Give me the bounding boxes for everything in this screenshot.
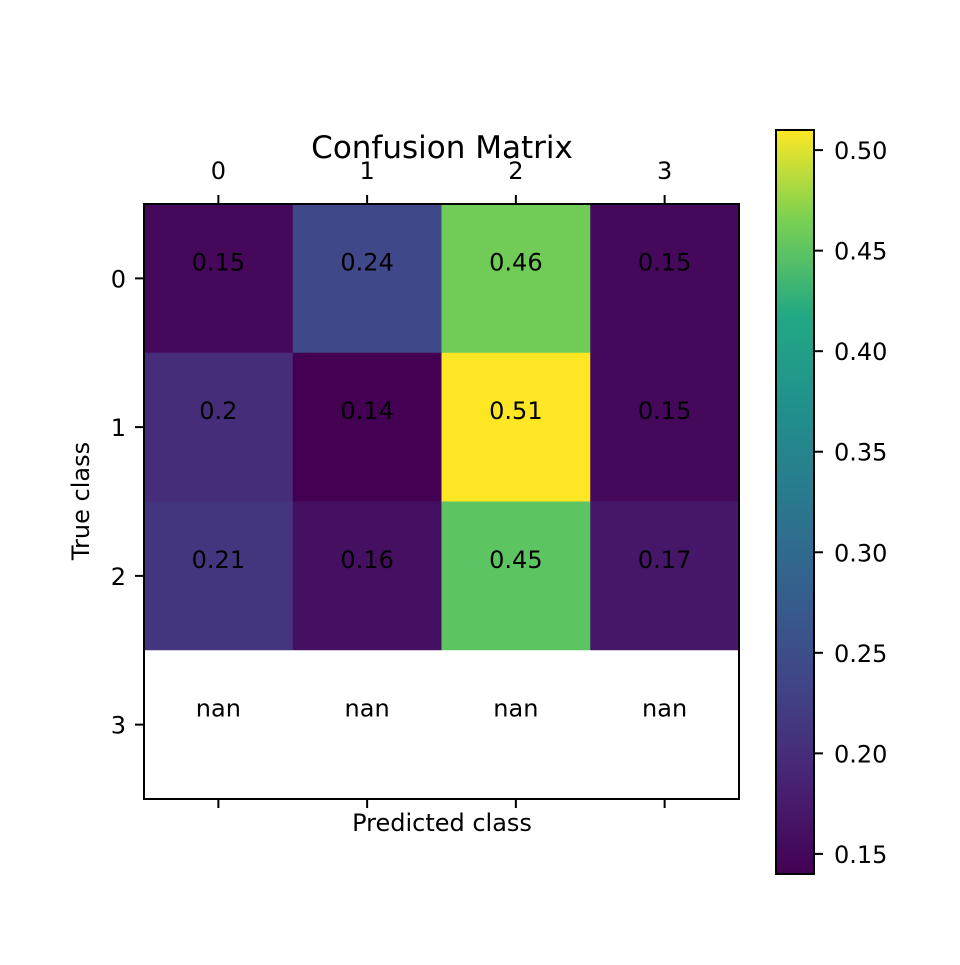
x-tick-label: 2 bbox=[508, 157, 523, 185]
plot-frame bbox=[143, 203, 740, 800]
heatmap-cell bbox=[441, 352, 591, 502]
heatmap-cell bbox=[144, 650, 294, 800]
x-axis-ticks: 0 1 2 3 bbox=[211, 157, 672, 808]
heatmap-cell bbox=[590, 650, 740, 800]
y-tick-label: 0 bbox=[111, 265, 126, 293]
cell-value-label: 0.21 bbox=[192, 546, 245, 574]
heatmap-cell bbox=[590, 352, 740, 502]
heatmap-cell bbox=[441, 650, 591, 800]
colorbar-tick-label: 0.15 bbox=[834, 841, 887, 869]
colorbar-tick-label: 0.50 bbox=[834, 137, 887, 165]
heatmap-cell bbox=[144, 501, 294, 651]
heatmap-cells bbox=[144, 204, 740, 800]
colorbar-gradient bbox=[776, 130, 814, 874]
colorbar-tick-label: 0.30 bbox=[834, 539, 887, 567]
cell-value-label: nan bbox=[345, 695, 390, 723]
x-axis-label: Predicted class bbox=[352, 809, 532, 837]
heatmap-cell bbox=[590, 501, 740, 651]
heatmap-cell bbox=[292, 352, 442, 502]
x-tick-label: 3 bbox=[657, 157, 672, 185]
colorbar-tick-label: 0.25 bbox=[834, 640, 887, 668]
y-tick-label: 1 bbox=[111, 414, 126, 442]
heatmap-cell bbox=[441, 204, 591, 354]
colorbar-tick-label: 0.40 bbox=[834, 338, 887, 366]
y-tick-label: 2 bbox=[111, 563, 126, 591]
cell-value-label: nan bbox=[493, 695, 538, 723]
heatmap-cell-labels: 0.15 0.24 0.46 0.15 0.2 0.14 0.51 0.15 0.21 0.16 0… bbox=[192, 248, 692, 722]
colorbar-ticks: 0.15 0.20 0.25 0.30 0.35 0.40 0.45 0.50 bbox=[814, 137, 887, 869]
heatmap-cell bbox=[292, 501, 442, 651]
colorbar-tick-label: 0.35 bbox=[834, 439, 887, 467]
chart-title: Confusion Matrix bbox=[311, 130, 573, 166]
cell-value-label: 0.2 bbox=[199, 397, 237, 425]
colorbar-frame bbox=[775, 129, 815, 875]
cell-value-label: 0.45 bbox=[489, 546, 542, 574]
cell-value-label: 0.15 bbox=[638, 397, 691, 425]
y-tick-label: 3 bbox=[111, 712, 126, 740]
colorbar: 0.15 0.20 0.25 0.30 0.35 0.40 0.45 0.50 bbox=[775, 129, 887, 875]
cell-value-label: 0.46 bbox=[489, 248, 542, 276]
colorbar-tick-label: 0.20 bbox=[834, 740, 887, 768]
cell-value-label: nan bbox=[642, 695, 687, 723]
heatmap-cell bbox=[441, 501, 591, 651]
cell-value-label: 0.51 bbox=[489, 397, 542, 425]
cell-value-label: 0.15 bbox=[192, 248, 245, 276]
x-tick-label: 0 bbox=[211, 157, 226, 185]
cell-value-label: 0.17 bbox=[638, 546, 691, 574]
cell-value-label: nan bbox=[196, 695, 241, 723]
heatmap-cell bbox=[144, 204, 294, 354]
x-tick-label: 1 bbox=[359, 157, 374, 185]
y-axis-label: True class bbox=[67, 442, 95, 561]
y-axis-ticks: 0 1 2 3 bbox=[111, 265, 144, 740]
heatmap-cell bbox=[292, 204, 442, 354]
cell-value-label: 0.15 bbox=[638, 248, 691, 276]
heatmap-cell bbox=[292, 650, 442, 800]
heatmap-cell bbox=[144, 352, 294, 502]
heatmap-cell bbox=[590, 204, 740, 354]
cell-value-label: 0.24 bbox=[340, 248, 393, 276]
colorbar-tick-label: 0.45 bbox=[834, 238, 887, 266]
cell-value-label: 0.16 bbox=[340, 546, 393, 574]
cell-value-label: 0.14 bbox=[340, 397, 393, 425]
